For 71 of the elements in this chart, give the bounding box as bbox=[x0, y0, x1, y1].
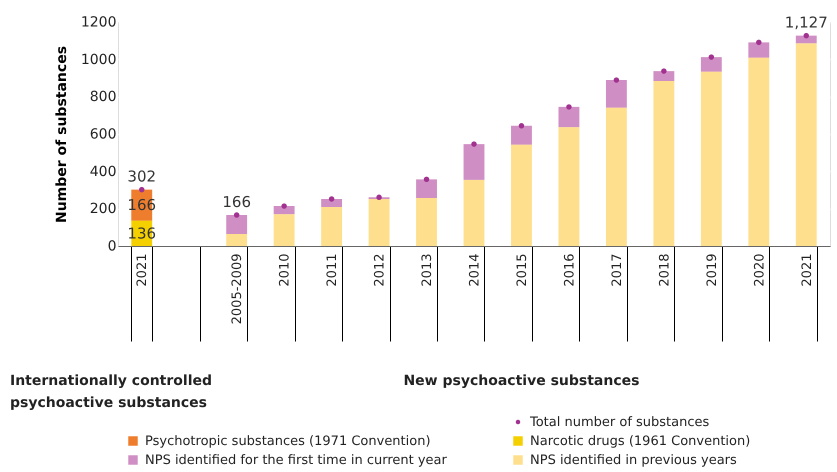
legend-label: Narcotic drugs (1961 Convention) bbox=[530, 434, 750, 449]
y-tick-label: 400 bbox=[90, 164, 116, 180]
x-tick-label: 2017 bbox=[610, 254, 625, 287]
bar bbox=[796, 36, 817, 44]
x-tick-label: 2015 bbox=[514, 254, 530, 287]
bar bbox=[606, 108, 627, 246]
y-tick-label: 800 bbox=[90, 89, 116, 106]
bar bbox=[321, 198, 342, 207]
x-tick-label: 2020 bbox=[752, 254, 768, 287]
bar bbox=[416, 179, 437, 198]
y-axis-title: Number of substances bbox=[54, 46, 70, 224]
x-tick-label: 2018 bbox=[657, 254, 672, 287]
bar bbox=[226, 234, 248, 246]
bar bbox=[226, 215, 248, 234]
bar bbox=[653, 71, 674, 81]
point bbox=[518, 123, 524, 129]
bar bbox=[511, 126, 532, 145]
bar bbox=[416, 198, 437, 246]
point bbox=[756, 40, 762, 46]
bar bbox=[464, 180, 484, 246]
x-tick-label: 2021 bbox=[135, 254, 150, 287]
data-label: 302 bbox=[127, 168, 156, 186]
point bbox=[376, 194, 382, 200]
point bbox=[566, 104, 572, 110]
bar bbox=[558, 127, 580, 246]
y-tick-label: 200 bbox=[90, 201, 116, 218]
point bbox=[424, 176, 430, 182]
legend-label: Psychotropic substances (1971 Convention) bbox=[145, 434, 431, 449]
y-tick-label: 1200 bbox=[80, 14, 116, 30]
x-tick-label: 2005-2009 bbox=[230, 254, 246, 324]
point bbox=[614, 77, 620, 83]
x-tick-label: 2012 bbox=[372, 254, 388, 287]
legend-label: NPS identified for the first time in current year bbox=[145, 453, 448, 468]
text: Internationally controlled psychoactive substances bbox=[10, 373, 212, 411]
bar bbox=[653, 80, 674, 246]
y-tick-label: 0 bbox=[108, 238, 116, 254]
y-tick-label: 600 bbox=[90, 126, 116, 142]
point bbox=[471, 141, 477, 147]
bar bbox=[274, 206, 295, 214]
bar bbox=[274, 214, 295, 246]
text: New psychoactive substances bbox=[403, 373, 640, 389]
point bbox=[804, 32, 810, 38]
x-tick-label: 2021 bbox=[800, 254, 815, 287]
legend-label: NPS identified in previous years bbox=[530, 453, 738, 468]
point bbox=[234, 212, 240, 218]
bar bbox=[796, 43, 817, 246]
point bbox=[281, 203, 287, 209]
bar bbox=[321, 206, 342, 246]
x-tick-label: 2011 bbox=[325, 254, 340, 287]
bar bbox=[700, 72, 722, 246]
point bbox=[328, 196, 334, 202]
bar bbox=[511, 144, 532, 246]
bar bbox=[748, 58, 770, 246]
data-label: 1,127 bbox=[784, 14, 828, 32]
x-tick-label: 2019 bbox=[704, 254, 720, 287]
bar bbox=[368, 198, 390, 246]
bar bbox=[700, 57, 722, 72]
x-tick-label: 2013 bbox=[420, 254, 436, 287]
point bbox=[661, 68, 667, 74]
y-tick-label: 1000 bbox=[80, 52, 116, 68]
x-tick-label: 2014 bbox=[468, 254, 482, 287]
bar bbox=[606, 80, 627, 108]
point bbox=[708, 54, 714, 60]
bar bbox=[464, 144, 484, 180]
point bbox=[138, 186, 144, 192]
data-label: 166 bbox=[222, 193, 251, 212]
x-tick-label: 2016 bbox=[562, 254, 578, 287]
bar bbox=[748, 42, 770, 58]
bar bbox=[558, 106, 580, 128]
x-tick-label: 2010 bbox=[278, 254, 293, 287]
legend-label: Total number of substances bbox=[529, 415, 710, 430]
